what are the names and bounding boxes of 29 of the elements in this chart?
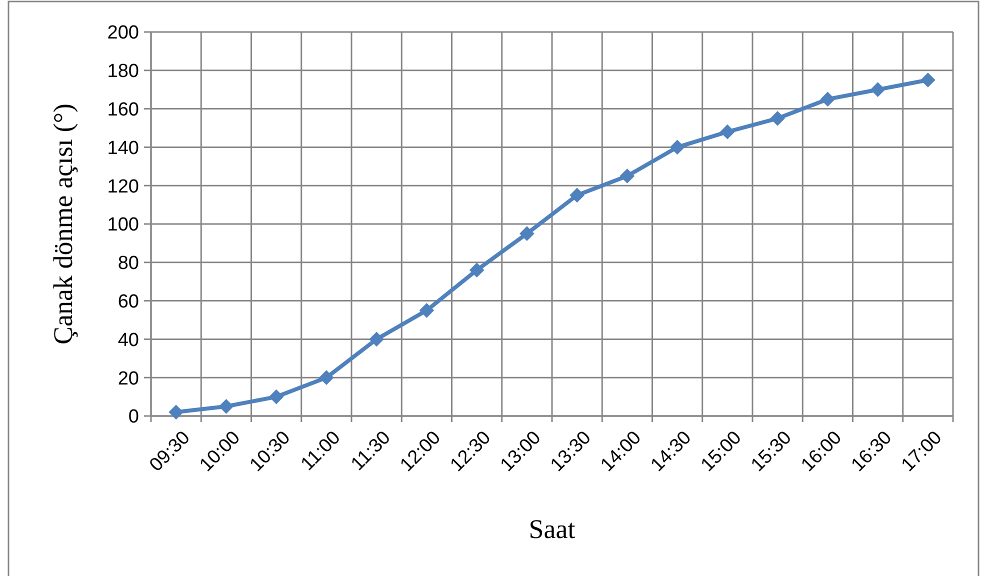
point: [820, 92, 836, 107]
y-tick-label: 0: [128, 406, 139, 428]
y-tick-label: 80: [118, 253, 139, 274]
y-tick-label: 160: [107, 99, 139, 120]
point: [920, 72, 936, 88]
y-tick-label: 140: [107, 138, 139, 159]
point: [218, 398, 234, 414]
y-tick-label: 40: [118, 330, 139, 351]
y-tick-label: 60: [118, 291, 139, 312]
point: [520, 226, 534, 242]
point: [670, 140, 685, 155]
point: [620, 168, 635, 184]
point: [369, 332, 384, 347]
y-tick-label: 200: [107, 22, 139, 44]
y-tick-label: 180: [107, 61, 139, 82]
point: [419, 302, 434, 318]
y-tick-label: 20: [118, 368, 139, 390]
y-tick-label: 100: [107, 214, 139, 236]
y-tick-label: 120: [107, 176, 139, 198]
point: [770, 110, 785, 126]
point: [870, 82, 886, 98]
point: [720, 124, 735, 140]
point: [319, 370, 334, 386]
point: [168, 404, 184, 420]
point: [469, 262, 484, 278]
y-axis-title: Çanak dönme açısı (°): [48, 104, 78, 344]
point: [570, 188, 584, 203]
x-axis-title: Saat: [528, 514, 576, 544]
point: [268, 389, 284, 404]
